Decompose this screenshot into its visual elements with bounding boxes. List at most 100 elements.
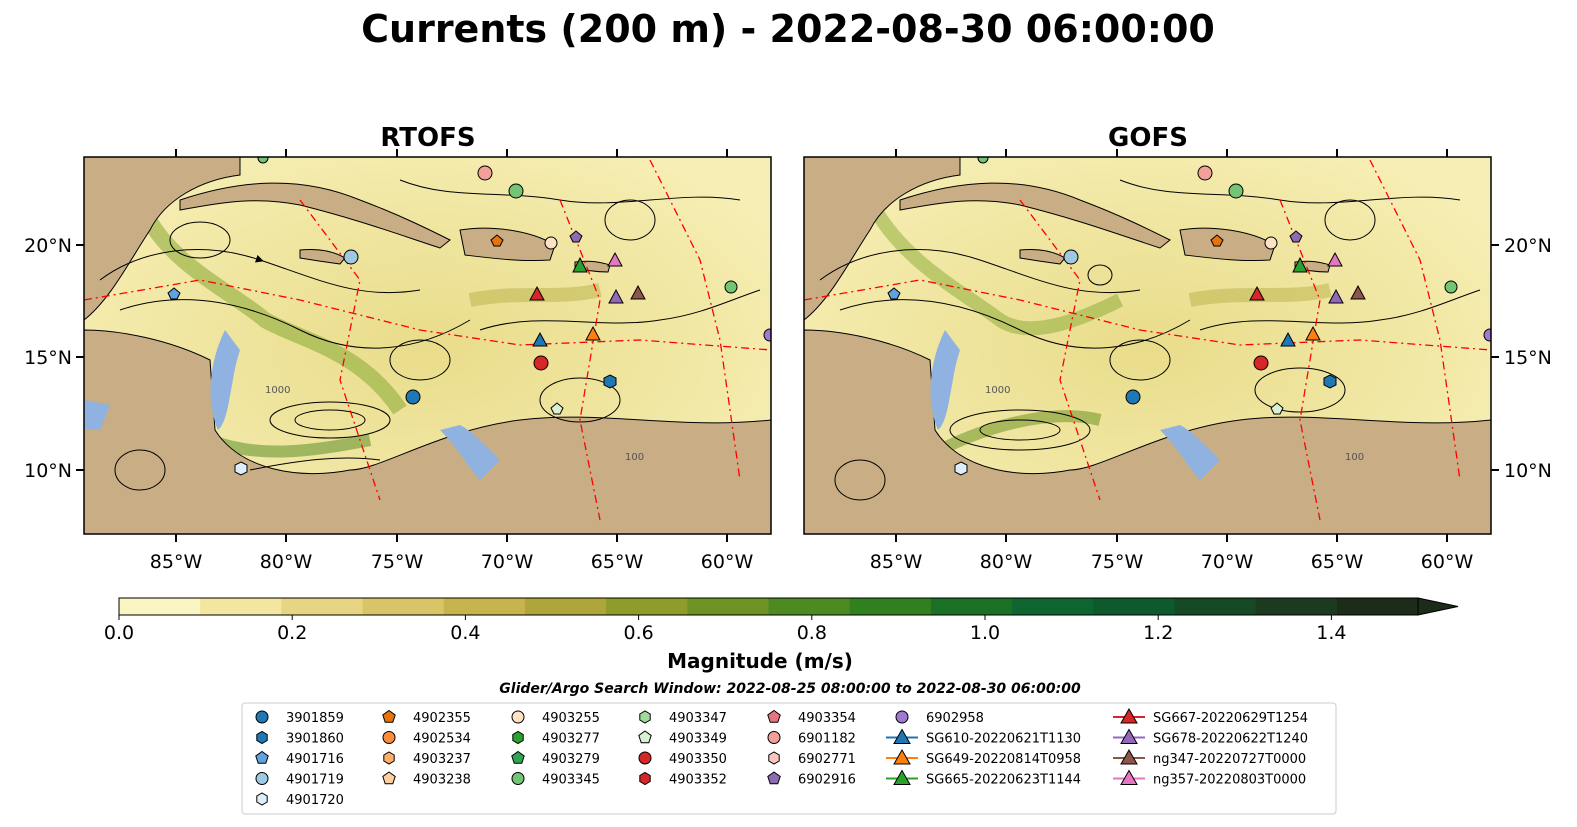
observation-markers: [167, 157, 771, 476]
marker-6902916: [569, 230, 583, 243]
legend-marker-icon: [1120, 707, 1138, 724]
current-band: [863, 196, 1124, 336]
legend-label: ng357-20220803T0000: [1153, 773, 1306, 788]
lon-tick-label: 80°W: [260, 551, 313, 573]
legend-item: SG665-20220623T1144: [886, 769, 1081, 788]
legend-item: 4902355: [382, 709, 471, 726]
lon-tick-label: 70°W: [1201, 551, 1254, 573]
legend-marker-icon: [893, 748, 911, 765]
legend-marker-icon: [382, 709, 396, 723]
marker-4903345: [977, 157, 989, 164]
legend-marker-icon: [256, 792, 268, 806]
colorbar-segment: [281, 598, 364, 615]
legend-label: 3901860: [286, 732, 344, 747]
legend-marker-icon: [511, 710, 525, 724]
marker-6902916: [1289, 230, 1303, 243]
marker-4901720: [954, 461, 968, 476]
land-yucatan: [804, 157, 961, 321]
legend-label: 4902534: [413, 732, 471, 747]
legend-item: SG667-20220629T1254: [1113, 707, 1308, 726]
legend-item: 4903352: [639, 771, 727, 788]
legend-item: 4903347: [639, 710, 727, 726]
contour-label: 100: [625, 452, 644, 463]
colorbar-segment: [119, 598, 201, 615]
map-panel-rtofs: RTOFS: [83, 123, 772, 535]
lon-tick-label: 70°W: [481, 551, 534, 573]
marker-4901716: [167, 287, 181, 300]
shallow-shelf: [210, 330, 240, 430]
colorbar-tick-label: 0.0: [104, 622, 134, 644]
lon-tick-label: 75°W: [1091, 551, 1144, 573]
colorbar-segment: [524, 598, 607, 615]
glider-sg610: [1280, 331, 1296, 347]
glider-ng357: [1327, 251, 1343, 267]
colorbar-segment: [687, 598, 769, 615]
legend-marker-icon: [767, 731, 781, 744]
marker-4903255: [544, 236, 558, 250]
colorbar-tick-label: 0.8: [797, 622, 827, 644]
legend-label: 6901182: [798, 732, 856, 747]
glider-sg667: [1249, 285, 1265, 301]
panel-frame: [803, 156, 1492, 535]
colorbar-frame: [118, 597, 1419, 616]
legend-label: SG667-20220629T1254: [1153, 711, 1308, 726]
legend-label: 4901719: [286, 773, 344, 788]
glider-sg678: [1328, 288, 1344, 304]
marker-4903349: [550, 402, 564, 415]
colorbar-segment: [930, 598, 1013, 615]
glider-sg678: [608, 288, 624, 304]
marker-3901860: [1323, 374, 1337, 389]
colorbar-tick-label: 0.4: [450, 622, 480, 644]
lon-tick-label: 60°W: [701, 551, 754, 573]
lat-tick-label: 15°N: [24, 347, 72, 369]
land-hispaniola: [459, 227, 556, 262]
legend-label: 4901716: [286, 752, 344, 767]
marker-6902958: [1483, 328, 1491, 342]
legend-label: SG649-20220814T0958: [926, 752, 1081, 767]
current-band: [132, 197, 407, 415]
colorbar-segment: [443, 598, 526, 615]
marker-4901719: [1063, 249, 1079, 265]
legend-marker-icon: [639, 771, 651, 786]
legend-item: 4901716: [255, 750, 344, 767]
legend-marker-icon: [382, 771, 396, 785]
glider-ng357: [607, 251, 623, 267]
colorbar-segment: [362, 598, 445, 615]
legend-item: ng357-20220803T0000: [1113, 769, 1306, 788]
marker-4901720: [234, 461, 248, 476]
colorbar-segment: [606, 598, 688, 615]
legend-label: SG678-20220622T1240: [1153, 732, 1308, 747]
legend-label: SG610-20220621T1130: [926, 732, 1081, 747]
shallow-shelf: [930, 330, 960, 430]
legend-item: 4903345: [511, 772, 600, 788]
lon-tick-label: 65°W: [1311, 551, 1364, 573]
figure-title: Currents (200 m) - 2022-08-30 06:00:00: [361, 7, 1215, 51]
colorbar-tick-label: 1.2: [1143, 622, 1173, 644]
legend-label: 4903354: [798, 711, 856, 726]
land-yucatan: [84, 157, 241, 321]
glider-sg649: [585, 325, 601, 341]
legend: 3901859 3901860 4901716 4901719 4901720 49023…: [255, 707, 1308, 808]
legend-item: SG649-20220814T0958: [886, 748, 1081, 767]
marker-4903255: [1264, 236, 1278, 250]
lat-tick-label: 20°N: [24, 235, 72, 257]
legend-box: [241, 702, 1337, 815]
contour-label: 1000: [265, 385, 290, 396]
marker-4903350: [533, 355, 549, 371]
legend-label: 4903255: [542, 711, 600, 726]
legend-item: 4901720: [256, 792, 344, 808]
shallow-shelf: [440, 425, 500, 480]
marker-4903345: [1228, 183, 1244, 199]
legend-marker-icon: [638, 751, 652, 765]
land-jamaica: [299, 249, 346, 265]
legend-label: ng347-20220727T0000: [1153, 752, 1306, 767]
legend-marker-icon: [255, 750, 269, 764]
legend-item: 4903255: [511, 710, 600, 726]
legend-label: 4903352: [669, 773, 727, 788]
land-jamaica: [1019, 249, 1066, 265]
legend-item: 4903350: [638, 751, 727, 767]
legend-label: 4903347: [669, 711, 727, 726]
land-hispaniola: [1179, 227, 1276, 262]
marker-4903345: [257, 157, 269, 164]
